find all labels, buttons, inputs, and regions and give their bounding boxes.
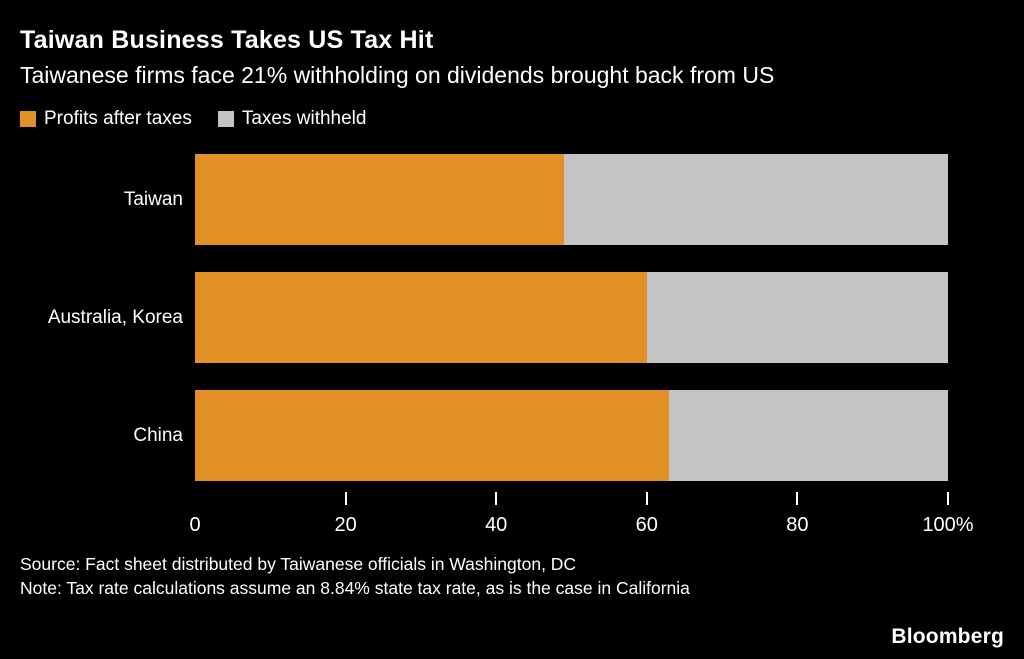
chart-title: Taiwan Business Takes US Tax Hit [20,26,434,54]
footer: Source: Fact sheet distributed by Taiwan… [20,552,1004,600]
bar-segment-taxes-withheld [195,390,948,481]
legend: Profits after taxes Taxes withheld [20,108,1004,130]
axis-tick-mark [495,492,498,505]
bar-row: China [20,390,948,481]
x-axis: 0 20 40 60 80 100% [189,492,974,540]
bar-segment-profits-after-taxes [195,390,670,481]
bar-row: Taiwan [20,154,948,245]
legend-item-taxes: Taxes withheld [217,108,367,130]
axis-tick-mark [947,492,949,505]
axis-tick-label: 20 [334,514,357,536]
legend-label-profits: Profits after taxes [44,108,192,129]
axis-tick-mark [645,492,648,505]
axis-tick-label: 0 [189,514,201,536]
bar-category-label: Taiwan [123,188,183,210]
legend-swatch-gray-icon [217,111,234,127]
bar-category-label: China [133,424,183,446]
x-axis-tick-marks [195,492,949,505]
axis-tick-mark [344,492,347,505]
axis-tick-label: 60 [635,514,658,536]
stacked-bar-chart: Taiwan Australia, Korea China [20,154,948,481]
bar-segment-profits-after-taxes [195,154,564,245]
source-line: Source: Fact sheet distributed by Taiwan… [20,554,577,574]
bloomberg-logo: Bloomberg [891,625,1004,648]
legend-swatch-orange-icon [20,111,36,127]
bar-segment-taxes-withheld [195,272,948,363]
chart-subtitle: Taiwanese firms face 21% withholding on … [20,62,775,88]
legend-label-taxes: Taxes withheld [241,108,367,129]
axis-tick-mark [796,492,799,505]
bar-row: Australia, Korea [20,272,948,363]
axis-tick-label: 40 [485,514,508,536]
x-axis-tick-labels: 0 20 40 60 80 100% [189,514,973,540]
bar-category-label: Australia, Korea [47,306,183,328]
note-line: Note: Tax rate calculations assume an 8.… [20,578,690,599]
bar-segment-profits-after-taxes [195,272,647,363]
axis-tick-label: 100% [922,514,974,536]
legend-item-profits: Profits after taxes [20,108,192,130]
axis-tick-label: 80 [786,514,809,536]
bar-segment-taxes-withheld [195,154,948,245]
